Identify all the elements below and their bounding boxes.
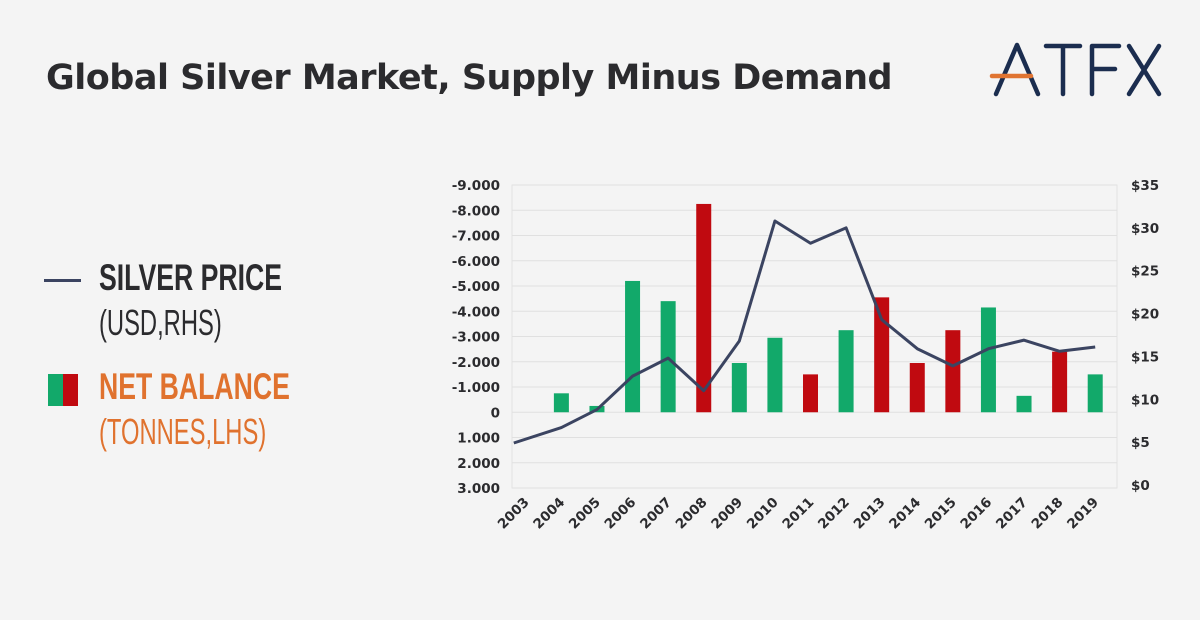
line-legend-icon (44, 279, 81, 282)
left-axis-tick: -4.000 (452, 304, 500, 320)
legend-net-balance-title: NET BALANCE (99, 366, 290, 407)
x-axis-tick: 2012 (815, 495, 853, 533)
right-axis-tick: $5 (1131, 435, 1150, 451)
x-axis-tick: 2014 (886, 495, 924, 533)
net-balance-bar-2014 (909, 363, 925, 413)
net-balance-bar-2016 (980, 307, 996, 413)
x-axis-tick: 2017 (993, 495, 1031, 533)
right-axis-tick: $10 (1131, 392, 1159, 408)
net-balance-bar-2011 (803, 374, 818, 413)
x-axis-tick: 2013 (851, 495, 889, 533)
legend-silver-price-title: SILVER PRICE (99, 257, 283, 298)
x-axis-tick: 2004 (530, 495, 568, 533)
x-axis-tick: 2010 (744, 495, 782, 533)
page-title: Global Silver Market, Supply Minus Deman… (46, 58, 893, 98)
net-balance-bar-2008 (696, 203, 712, 413)
left-axis-tick: -8.000 (452, 203, 500, 219)
right-axis-tick: $35 (1131, 178, 1159, 194)
net-balance-bar-2013 (874, 297, 890, 413)
silver-price-line (513, 219, 1096, 445)
x-axis-tick: 2005 (566, 495, 604, 533)
x-axis-tick: 2011 (779, 495, 817, 533)
x-axis-tick: 2003 (495, 495, 533, 533)
net-balance-bar-2004 (553, 393, 569, 413)
legend-net-balance-subtitle: (TONNES,LHS) (99, 411, 267, 452)
left-axis-tick: 2.000 (457, 456, 500, 472)
net-balance-bar-2017 (1016, 395, 1032, 413)
left-axis-tick: -3.000 (452, 330, 500, 346)
right-axis-tick: $0 (1131, 478, 1150, 494)
right-axis-tick: $25 (1131, 264, 1159, 280)
right-axis-tick: $30 (1131, 221, 1159, 237)
x-axis-tick: 2006 (602, 495, 640, 533)
left-axis-tick: -6.000 (452, 254, 500, 270)
net-balance-bar-2012 (838, 330, 854, 413)
left-axis-tick: 3.000 (457, 481, 500, 497)
net-balance-bar-2018 (1052, 351, 1068, 413)
net-balance-bar-2019 (1087, 374, 1103, 413)
legend-silver-price-subtitle: (USD,RHS) (99, 302, 222, 343)
bar-legend-icon (48, 374, 78, 406)
right-axis-tick: $15 (1131, 349, 1159, 365)
left-axis-tick: -2.000 (452, 355, 500, 371)
left-axis-tick: 0 (491, 405, 500, 421)
right-axis-tick: $20 (1131, 307, 1159, 323)
x-axis-tick: 2015 (922, 495, 960, 533)
net-balance-bar-2015 (945, 330, 961, 413)
x-axis-tick: 2008 (673, 495, 711, 533)
left-axis-tick: -1.000 (452, 380, 500, 396)
net-balance-bar-2009 (731, 363, 747, 413)
x-axis-tick: 2009 (708, 495, 746, 533)
left-axis-tick: -5.000 (452, 279, 500, 295)
x-axis-tick: 2018 (1029, 495, 1067, 533)
left-axis-tick: -7.000 (452, 229, 500, 245)
left-axis-tick: 1.000 (457, 431, 500, 447)
net-balance-bar-2006 (625, 280, 641, 413)
left-axis-tick: -9.000 (452, 178, 500, 194)
atfx-logo (989, 42, 1162, 97)
net-balance-bar-2010 (767, 337, 783, 413)
x-axis-tick: 2019 (1064, 495, 1102, 533)
x-axis-tick: 2007 (637, 495, 675, 533)
x-axis-tick: 2016 (957, 495, 995, 533)
